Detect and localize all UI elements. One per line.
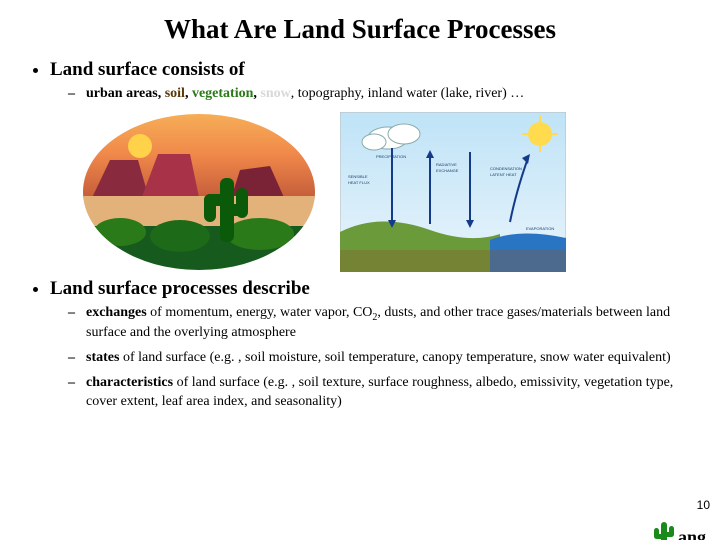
bullet-1-sub-1: urban areas, soil, vegetation, snow, top…: [68, 85, 680, 104]
bullet-list: Land surface consists of urban areas, so…: [50, 59, 720, 104]
b2s2-lead: states: [86, 350, 119, 365]
b1s1-suffix: , topography, inland water (lake, river)…: [291, 86, 525, 101]
svg-text:HEAT FLUX: HEAT FLUX: [348, 180, 370, 185]
bullet-2-text: Land surface processes describe: [50, 278, 310, 299]
bullet-1: Land surface consists of urban areas, so…: [50, 59, 680, 104]
svg-text:SENSIBLE: SENSIBLE: [348, 174, 368, 179]
cactus-icon: [652, 518, 676, 540]
b1s1-prefix: urban areas,: [86, 86, 165, 101]
bullet-2-sub-1: exchanges of momentum, energy, water vap…: [68, 304, 680, 343]
page-number: 10: [697, 498, 710, 512]
svg-text:RADIATIVE: RADIATIVE: [436, 162, 457, 167]
bullet-1-text: Land surface consists of: [50, 59, 245, 80]
image-row: SENSIBLE HEAT FLUX RADIATIVE EXCHANGE PR…: [80, 110, 720, 274]
b2s3-rest: of land surface (e.g. , soil texture, su…: [86, 375, 673, 409]
b2s3-lead: characteristics: [86, 375, 173, 390]
slide-title: What Are Land Surface Processes: [0, 14, 720, 45]
b2s1-lead: exchanges: [86, 305, 147, 320]
footer-text: ang: [678, 527, 706, 540]
slide: What Are Land Surface Processes Land sur…: [0, 14, 720, 540]
b1s1-soil: soil: [165, 86, 185, 101]
svg-text:EXCHANGE: EXCHANGE: [436, 168, 459, 173]
b2s2-rest: of land surface (e.g. , soil moisture, s…: [119, 350, 670, 365]
b2s1-a: of momentum, energy, water vapor, CO: [147, 305, 373, 320]
svg-text:EVAPORATION: EVAPORATION: [526, 226, 554, 231]
bullet-2-sublist: exchanges of momentum, energy, water vap…: [68, 304, 680, 412]
b1s1-snow: snow: [260, 86, 290, 101]
bullet-2: Land surface processes describe exchange…: [50, 278, 680, 412]
svg-text:PRECIPITATION: PRECIPITATION: [376, 154, 406, 159]
bullet-list-2: Land surface processes describe exchange…: [50, 278, 720, 412]
exchange-diagram-image: SENSIBLE HEAT FLUX RADIATIVE EXCHANGE PR…: [340, 112, 566, 272]
svg-text:LATENT HEAT: LATENT HEAT: [490, 172, 517, 177]
footer: ang: [652, 518, 706, 540]
bullet-2-sub-2: states of land surface (e.g. , soil mois…: [68, 349, 680, 368]
svg-text:CONDENSATION: CONDENSATION: [490, 166, 522, 171]
b1s1-veg: vegetation: [192, 86, 253, 101]
desert-oval-image: [80, 110, 318, 274]
b1s1-sep1: ,: [185, 86, 192, 101]
bullet-2-sub-3: characteristics of land surface (e.g. , …: [68, 374, 680, 412]
bullet-1-sublist: urban areas, soil, vegetation, snow, top…: [68, 85, 680, 104]
